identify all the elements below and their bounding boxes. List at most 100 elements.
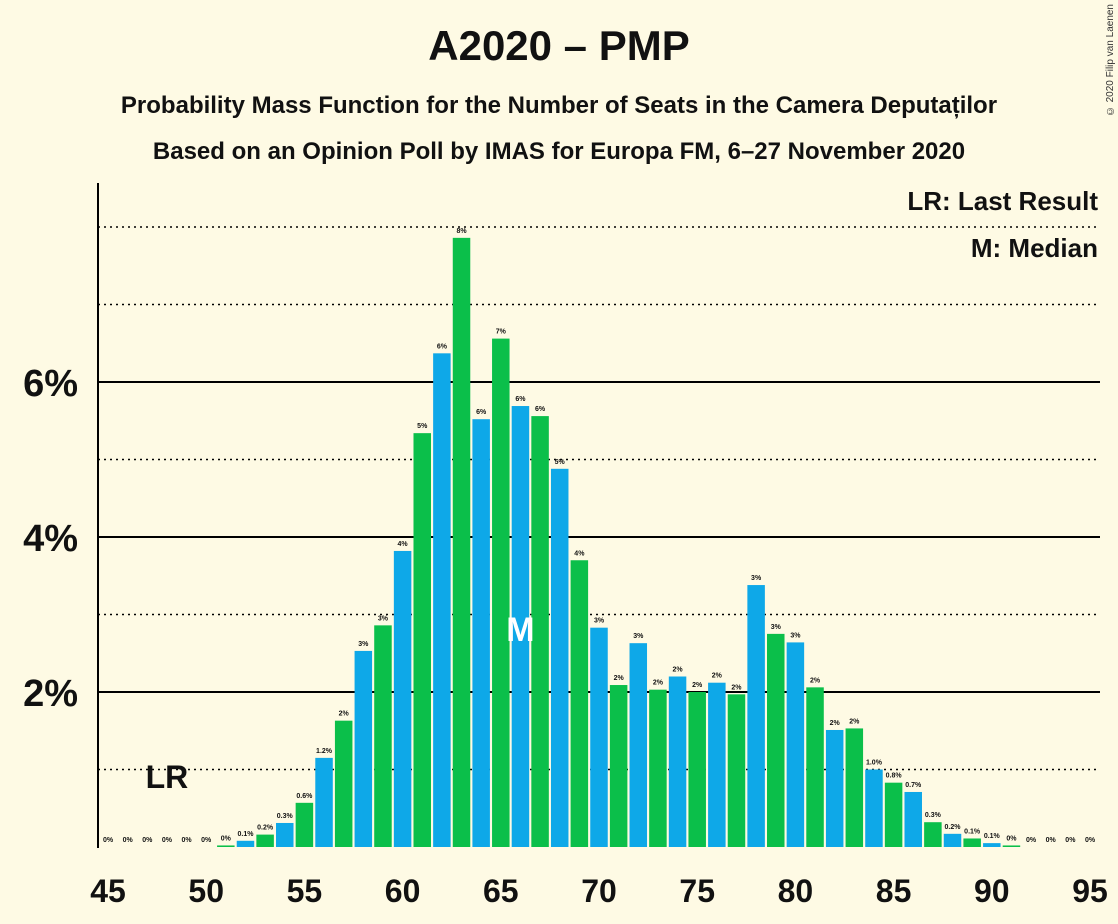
data-label-47: 0%	[142, 837, 153, 844]
data-label-50: 0%	[201, 837, 212, 844]
data-label-57: 2%	[339, 711, 350, 718]
data-label-79: 3%	[771, 624, 782, 631]
data-label-46: 0%	[123, 837, 134, 844]
legend-last-result: LR: Last Result	[907, 186, 1098, 216]
bar-59	[374, 625, 392, 847]
x-tick-label-45: 45	[90, 873, 126, 909]
legend-median: M: Median	[970, 233, 1098, 263]
data-label-88: 0.2%	[945, 824, 962, 831]
last-result-marker: LR	[146, 759, 189, 795]
bar-90	[983, 843, 1001, 847]
data-label-89: 0.1%	[964, 828, 981, 835]
data-label-64: 6%	[476, 409, 487, 416]
bar-89	[963, 838, 981, 847]
bar-52	[236, 840, 255, 847]
x-tick-label-55: 55	[287, 873, 323, 909]
data-label-48: 0%	[162, 837, 173, 844]
bar-53	[256, 834, 274, 847]
x-tick-label-60: 60	[385, 873, 421, 909]
data-label-82: 2%	[830, 720, 841, 727]
bar-79	[767, 633, 785, 847]
bar-71	[609, 685, 628, 847]
bar-75	[688, 692, 706, 847]
data-label-93: 0%	[1046, 837, 1057, 844]
data-label-84: 1.0%	[866, 760, 883, 767]
data-label-90: 0.1%	[984, 833, 1001, 840]
x-tick-label-85: 85	[876, 873, 912, 909]
data-label-91: 0%	[1006, 835, 1017, 842]
bar-58	[354, 650, 373, 847]
x-tick-label-95: 95	[1072, 873, 1108, 909]
bar-85	[884, 782, 903, 847]
x-tick-label-75: 75	[679, 873, 715, 909]
data-label-70: 3%	[594, 618, 605, 625]
bar-84	[865, 769, 883, 847]
bar-65	[492, 338, 510, 847]
bar-66	[511, 406, 530, 847]
bar-55	[295, 802, 314, 847]
data-label-95: 0%	[1085, 837, 1096, 844]
bar-91	[1002, 845, 1021, 847]
bar-54	[276, 822, 294, 847]
data-label-77: 2%	[731, 684, 742, 691]
data-label-67: 6%	[535, 406, 546, 413]
data-label-52: 0.1%	[237, 831, 254, 838]
data-label-92: 0%	[1026, 837, 1037, 844]
bar-57	[334, 720, 353, 847]
data-label-81: 2%	[810, 677, 821, 684]
x-tick-label-90: 90	[974, 873, 1010, 909]
data-label-53: 0.2%	[257, 825, 274, 832]
bar-70	[590, 627, 608, 847]
chart-subtitle-1: Probability Mass Function for the Number…	[120, 92, 998, 119]
median-marker: M	[506, 611, 534, 649]
data-label-62: 6%	[437, 343, 448, 350]
data-label-94: 0%	[1065, 837, 1076, 844]
bar-76	[708, 682, 726, 847]
bar-60	[393, 550, 412, 847]
data-label-74: 2%	[672, 667, 683, 674]
bar-62	[433, 353, 451, 847]
bar-56	[315, 757, 333, 847]
data-label-51: 0%	[221, 835, 232, 842]
y-tick-label-6: 6%	[23, 363, 78, 405]
y-tick-label-4: 4%	[23, 518, 78, 560]
bar-86	[904, 791, 922, 847]
x-tick-label-80: 80	[778, 873, 814, 909]
chart-title: A2020 – PMP	[428, 22, 690, 69]
bar-80	[786, 642, 805, 847]
bar-61	[413, 433, 431, 847]
x-tick-label-65: 65	[483, 873, 519, 909]
bar-78	[747, 585, 765, 847]
data-label-49: 0%	[181, 837, 192, 844]
bar-51	[217, 845, 235, 847]
bar-69	[570, 560, 589, 847]
chart-subtitle-2: Based on an Opinion Poll by IMAS for Eur…	[152, 138, 966, 165]
data-label-85: 0.8%	[886, 773, 903, 780]
bar-64	[472, 419, 490, 847]
data-label-71: 2%	[614, 675, 625, 682]
data-label-78: 3%	[751, 575, 762, 582]
data-label-87: 0.3%	[925, 812, 942, 819]
x-tick-label-70: 70	[581, 873, 617, 909]
bar-68	[550, 468, 569, 847]
data-label-86: 0.7%	[905, 782, 922, 789]
data-label-76: 2%	[712, 673, 723, 680]
data-label-72: 3%	[633, 633, 644, 640]
bar-67	[531, 416, 549, 847]
data-label-66: 6%	[515, 396, 526, 403]
data-label-73: 2%	[653, 680, 664, 687]
data-label-80: 3%	[790, 632, 801, 639]
data-label-69: 4%	[574, 550, 585, 557]
bar-74	[668, 676, 687, 847]
data-label-45: 0%	[103, 837, 114, 844]
data-label-83: 2%	[849, 718, 860, 725]
data-label-61: 5%	[417, 423, 428, 430]
x-tick-label-50: 50	[188, 873, 224, 909]
data-label-75: 2%	[692, 682, 703, 689]
bar-87	[924, 822, 942, 847]
bar-77	[727, 694, 746, 847]
bar-63	[452, 237, 471, 848]
data-label-60: 4%	[398, 541, 409, 548]
bar-82	[825, 729, 844, 847]
